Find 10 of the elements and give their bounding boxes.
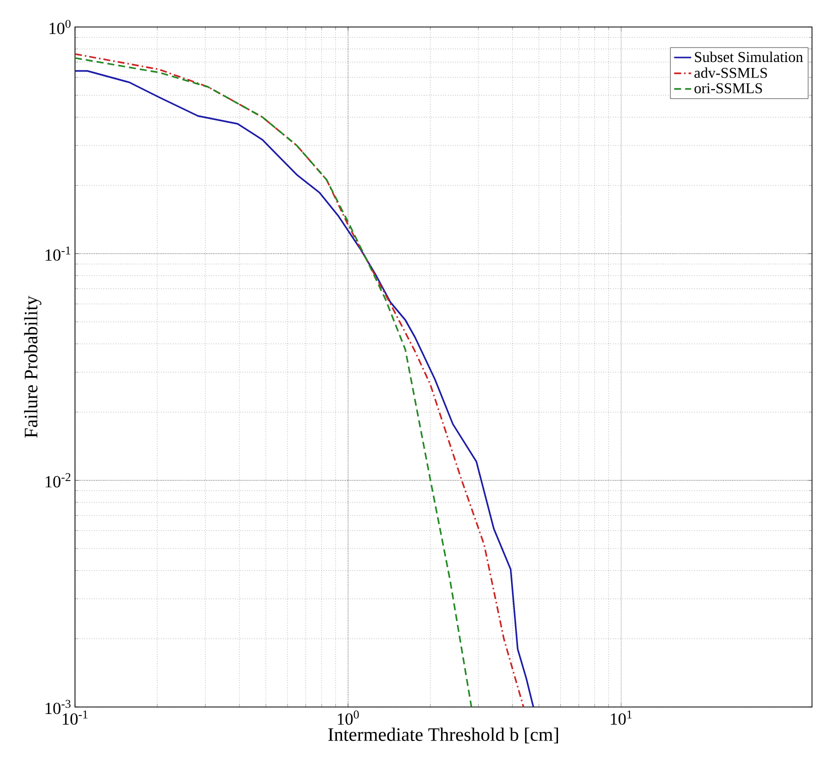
y-axis-title: Failure Probability (24, 296, 42, 438)
legend-label: ori-SSMLS (694, 83, 762, 94)
y-tick-label: 10$^{-1}$ (46, 246, 70, 261)
y-tick-label: 10$^{0}$ (50, 20, 71, 34)
legend-label: adv-SSMLS (694, 67, 767, 78)
x-tick-label: 10$^{0}$ (338, 710, 359, 725)
y-tick-label: 10$^{-2}$ (46, 473, 70, 488)
x-axis-title: Intermediate Threshold b [cm] (328, 728, 558, 744)
x-tick-label: 10$^{1}$ (610, 710, 632, 725)
legend-label: Subset Simulation (694, 52, 803, 62)
